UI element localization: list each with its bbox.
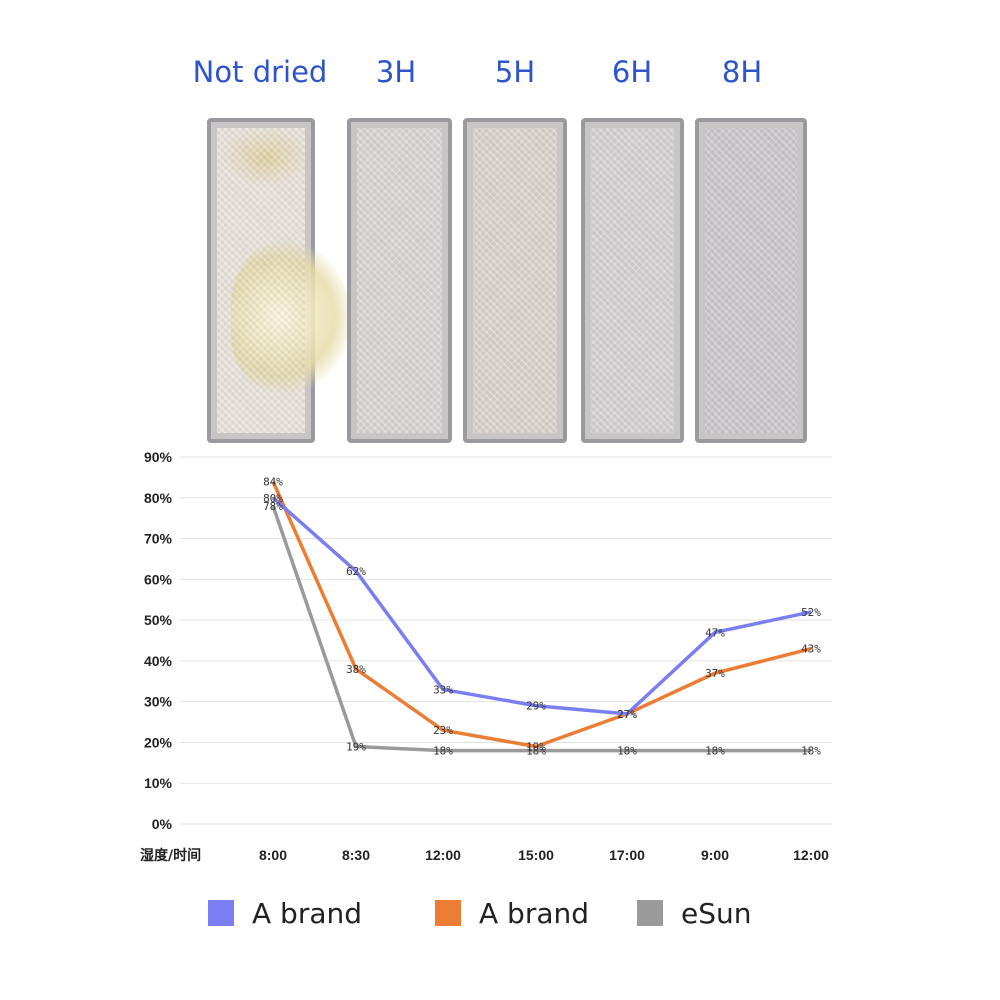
data-label: 47% bbox=[705, 626, 725, 639]
data-label: 19% bbox=[346, 741, 366, 754]
y-tick-labels: 0% 10% 20% 30% 40% 50% 60% 70% 80% 90% bbox=[144, 449, 173, 832]
legend-item-2: eSun bbox=[637, 888, 752, 938]
data-labels: 80%62%33%29%27%47%52%84%38%23%19%27%37%4… bbox=[263, 475, 821, 757]
data-label: 84% bbox=[263, 475, 283, 488]
data-label: 80% bbox=[263, 492, 283, 505]
data-label: 37% bbox=[705, 667, 725, 680]
label-6h: 6H bbox=[611, 55, 653, 89]
x-tick-label: 12:00 bbox=[425, 847, 461, 863]
y-tick-label: 30% bbox=[144, 694, 173, 710]
data-label: 27% bbox=[617, 708, 637, 721]
data-label: 23% bbox=[433, 724, 453, 737]
y-tick-label: 10% bbox=[144, 775, 173, 791]
data-label: 52% bbox=[801, 606, 821, 619]
legend-item-1: A brand bbox=[435, 888, 589, 938]
moisture-stain bbox=[221, 127, 311, 187]
humidity-line-chart: 0% 10% 20% 30% 40% 50% 60% 70% 80% 90% 湿度/时间 8:00 8… bbox=[140, 449, 832, 864]
x-tick-label: 15:00 bbox=[518, 847, 554, 863]
x-axis-label: 湿度/时间 bbox=[140, 847, 201, 864]
y-tick-label: 20% bbox=[144, 734, 173, 750]
series-line-0 bbox=[271, 496, 812, 716]
data-label: 62% bbox=[346, 565, 366, 578]
x-tick-label: 17:00 bbox=[609, 847, 645, 863]
y-tick-label: 80% bbox=[144, 490, 173, 506]
x-tick-label: 8:30 bbox=[342, 847, 370, 863]
label-5h: 5H bbox=[494, 55, 536, 89]
strip-not-dried bbox=[207, 118, 351, 443]
y-tick-label: 50% bbox=[144, 612, 173, 628]
series-line-1 bbox=[271, 480, 812, 749]
legend: A brand A brand eSun bbox=[0, 888, 1000, 938]
strip-8h bbox=[695, 118, 807, 443]
x-tick-label: 8:00 bbox=[259, 847, 287, 863]
x-tick-labels: 湿度/时间 8:00 8:30 12:00 15:00 17:00 9:00 12:00 bbox=[140, 847, 829, 864]
legend-label-0: A brand bbox=[252, 896, 363, 930]
label-not-dried: Not dried bbox=[192, 55, 328, 89]
legend-label-2: eSun bbox=[681, 896, 752, 930]
data-label: 18% bbox=[801, 745, 821, 758]
y-tick-label: 60% bbox=[144, 571, 173, 587]
series-lines bbox=[271, 480, 812, 753]
strip-3h bbox=[347, 118, 452, 443]
strip-6h bbox=[581, 118, 684, 443]
label-3h: 3H bbox=[375, 55, 417, 89]
data-label: 27% bbox=[617, 708, 637, 721]
y-tick-label: 0% bbox=[152, 816, 173, 832]
x-tick-label: 12:00 bbox=[793, 847, 829, 863]
data-label: 18% bbox=[617, 745, 637, 758]
y-tick-label: 70% bbox=[144, 531, 173, 547]
data-label: 19% bbox=[526, 741, 546, 754]
filament-strips-photo bbox=[0, 110, 1000, 443]
data-label: 33% bbox=[433, 683, 453, 696]
legend-label-1: A brand bbox=[479, 896, 590, 930]
y-tick-label: 40% bbox=[144, 653, 173, 669]
legend-swatch-0 bbox=[208, 900, 234, 926]
y-tick-label: 90% bbox=[144, 449, 173, 465]
legend-item-0: A brand bbox=[208, 888, 362, 938]
data-label: 43% bbox=[801, 643, 821, 656]
data-label: 18% bbox=[433, 745, 453, 758]
legend-swatch-1 bbox=[435, 900, 461, 926]
moisture-blob bbox=[231, 242, 351, 392]
data-label: 18% bbox=[705, 745, 725, 758]
strip-5h bbox=[463, 118, 567, 443]
label-8h: 8H bbox=[721, 55, 763, 89]
data-label: 29% bbox=[526, 700, 546, 713]
photo-labels: Not dried 3H 5H 6H 8H bbox=[0, 55, 1000, 105]
data-label: 38% bbox=[346, 663, 366, 676]
legend-swatch-2 bbox=[637, 900, 663, 926]
data-label: 18% bbox=[526, 745, 546, 758]
x-tick-label: 9:00 bbox=[701, 847, 729, 863]
gridlines bbox=[180, 456, 832, 825]
series-line-2 bbox=[271, 505, 811, 753]
data-label: 78% bbox=[263, 500, 283, 513]
